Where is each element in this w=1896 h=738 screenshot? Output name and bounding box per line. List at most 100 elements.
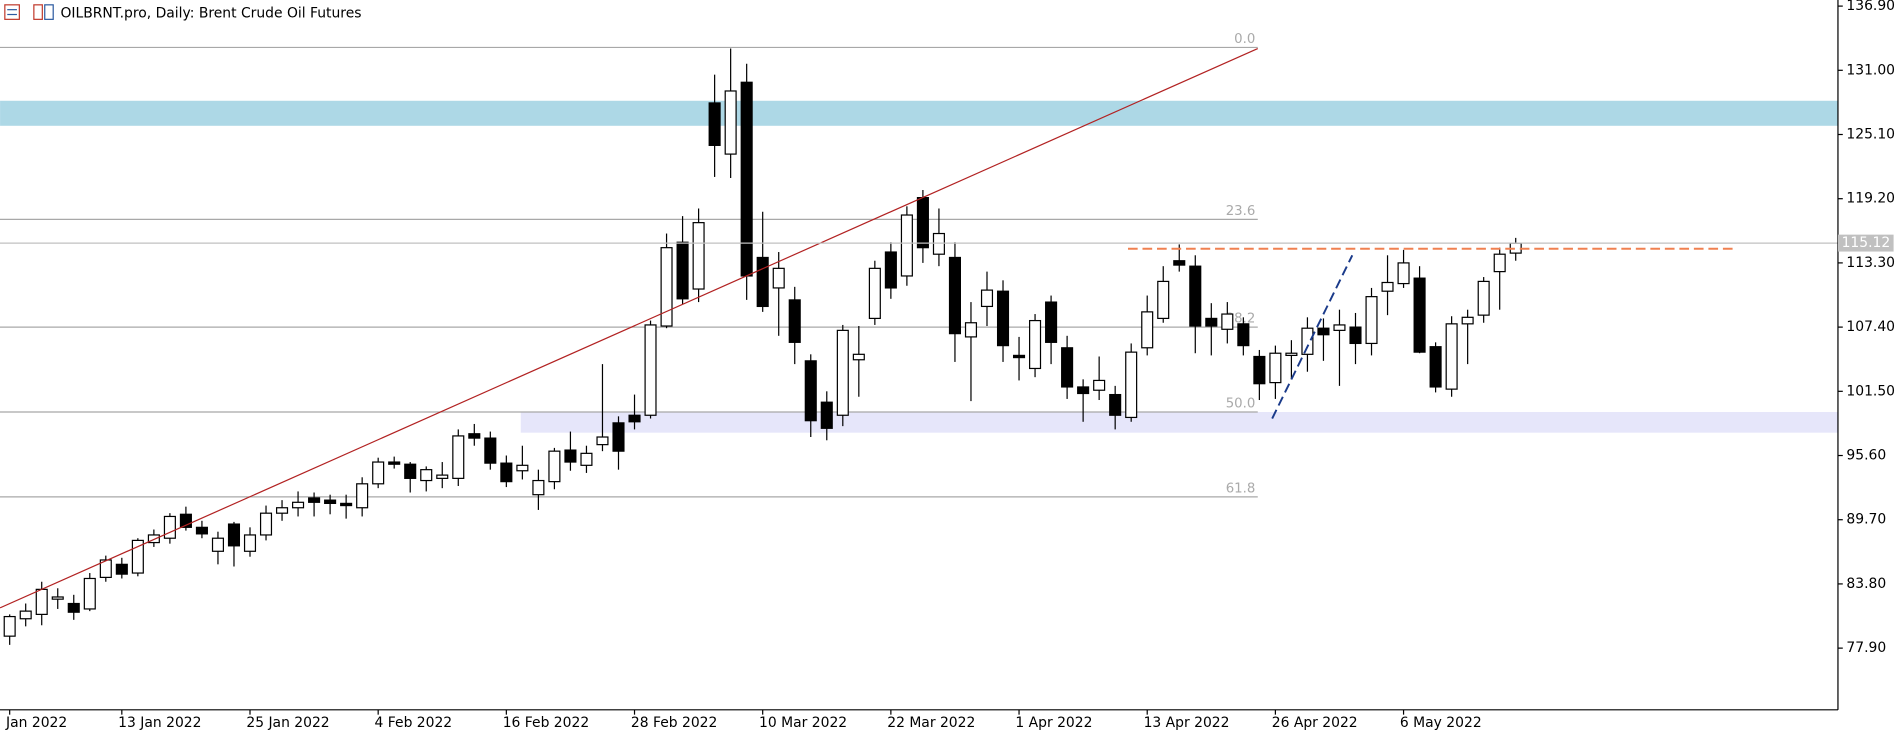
x-tick-label: 1 Apr 2022: [1015, 715, 1092, 731]
candle-body: [1445, 323, 1458, 390]
candle-body: [548, 450, 561, 483]
fib-label: 23.6: [1226, 204, 1256, 219]
candle-body: [83, 577, 96, 610]
candle-body: [1077, 386, 1090, 395]
y-tick-label: 125.10: [1846, 126, 1895, 142]
candle-body: [1205, 317, 1218, 327]
candle-body: [1157, 280, 1170, 320]
candle-body: [51, 596, 64, 600]
candle-body: [1317, 327, 1330, 336]
last-price-box: [1837, 234, 1894, 252]
trendline: [1271, 254, 1354, 419]
candle-body: [916, 197, 929, 249]
candle-body: [1141, 311, 1154, 349]
candle-body: [1012, 354, 1026, 359]
candle-body: [1461, 316, 1474, 325]
y-tick-label: 119.20: [1846, 191, 1895, 207]
y-tick-label: 131.00: [1846, 62, 1895, 78]
candle-body: [500, 462, 513, 483]
icon: [44, 4, 54, 20]
candle-body: [980, 289, 994, 308]
candle-body: [1301, 327, 1314, 355]
candle-body: [147, 534, 160, 544]
zone: [0, 100, 1838, 126]
candle-body: [163, 515, 176, 539]
fib-label: 50.0: [1226, 397, 1256, 412]
candle-body: [131, 539, 144, 574]
candle-body: [1397, 262, 1410, 285]
candle-body: [1365, 296, 1378, 345]
candle-body: [804, 360, 817, 422]
candle-body: [99, 559, 112, 578]
candle-body: [564, 449, 577, 463]
candle-body: [211, 537, 225, 552]
x-tick-label: 16 Feb 2022: [503, 715, 589, 731]
candle-body: [740, 81, 753, 277]
candle-body: [372, 461, 385, 485]
candle-body: [708, 102, 721, 146]
candle-body: [356, 483, 369, 509]
candle-body: [35, 588, 48, 615]
candle-body: [1189, 265, 1202, 327]
candle-body: [436, 474, 449, 479]
candle-body: [1125, 351, 1138, 419]
candle-body: [676, 241, 689, 300]
candle-body: [836, 329, 849, 416]
candle-body: [67, 602, 80, 613]
x-tick-label: 28 Feb 2022: [631, 715, 717, 731]
candle-body: [772, 267, 785, 289]
candle-body: [1109, 393, 1122, 416]
candle-body: [1429, 346, 1442, 388]
icon: [33, 4, 43, 20]
candle-body: [19, 610, 32, 620]
x-tick-label: 4 Feb 2022: [375, 715, 453, 731]
candle-body: [516, 464, 529, 472]
fib-label: 61.8: [1226, 481, 1256, 496]
candle-body: [756, 256, 769, 308]
fib-label: 0.0: [1234, 32, 1255, 47]
y-tick-label: 83.80: [1846, 576, 1886, 592]
candle-body: [195, 526, 208, 535]
y-tick-label: 113.30: [1846, 255, 1895, 271]
icon: [4, 4, 20, 20]
candle-body: [115, 563, 128, 575]
y-tick-label: 95.60: [1846, 448, 1886, 464]
y-tick-label: 136.90: [1846, 0, 1895, 14]
candle-body: [1173, 260, 1186, 266]
candle-body: [420, 469, 433, 482]
x-tick-label: 10 Mar 2022: [759, 715, 847, 731]
candle-body: [532, 479, 545, 496]
candle-body: [964, 322, 978, 338]
candle-body: [1029, 319, 1042, 370]
candle-body: [1093, 379, 1106, 391]
candle-body: [308, 497, 321, 503]
x-tick-label: 6 May 2022: [1400, 715, 1482, 731]
candle-body: [388, 461, 401, 465]
candle-body: [468, 433, 481, 439]
candle-body: [580, 452, 593, 466]
candle-body: [227, 523, 241, 547]
candle-body: [628, 414, 641, 423]
candle-body: [788, 299, 801, 343]
x-tick-label: 13 Jan 2022: [118, 715, 201, 731]
candle-body: [1285, 352, 1298, 357]
candle-body: [1349, 326, 1362, 345]
candle-body: [900, 214, 913, 277]
candle-body: [692, 222, 705, 290]
symbol-icons: [4, 4, 54, 20]
candle-body: [275, 507, 289, 514]
candle-body: [1061, 347, 1074, 388]
candle-body: [1045, 301, 1058, 343]
candle-body: [484, 437, 497, 464]
plot-layer: 0.023.638.250.061.8: [0, 32, 1838, 645]
candle-body: [996, 290, 1010, 347]
candle-body: [3, 615, 16, 637]
candle-body: [1237, 323, 1250, 347]
candle-body: [259, 512, 273, 536]
x-tick-label: 13 Apr 2022: [1144, 715, 1230, 731]
candle-body: [1253, 355, 1266, 385]
candle-body: [884, 251, 897, 289]
candle-body: [724, 90, 737, 155]
